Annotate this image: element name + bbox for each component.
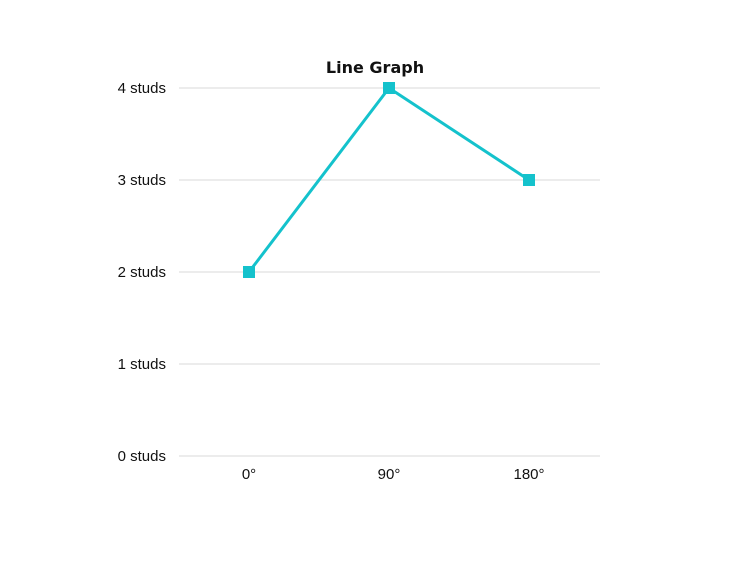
y-axis-tick-labels: 0 studs 1 studs 2 studs 3 studs 4 studs bbox=[118, 80, 166, 465]
chart-title: Line Graph bbox=[326, 58, 424, 77]
y-tick-label: 0 studs bbox=[118, 448, 166, 465]
y-tick-label: 3 studs bbox=[118, 172, 166, 189]
x-axis-tick-labels: 0° 90° 180° bbox=[242, 466, 545, 483]
y-tick-label: 1 studs bbox=[118, 356, 166, 373]
data-point-marker bbox=[383, 82, 395, 94]
series-layer bbox=[243, 82, 535, 278]
gridlines bbox=[179, 87, 600, 457]
y-tick-label: 2 studs bbox=[118, 264, 166, 281]
y-tick-label: 4 studs bbox=[118, 80, 166, 97]
x-tick-label: 180° bbox=[513, 466, 544, 483]
data-point-marker bbox=[243, 266, 255, 278]
x-tick-label: 90° bbox=[378, 466, 401, 483]
data-point-marker bbox=[523, 174, 535, 186]
x-tick-label: 0° bbox=[242, 466, 256, 483]
